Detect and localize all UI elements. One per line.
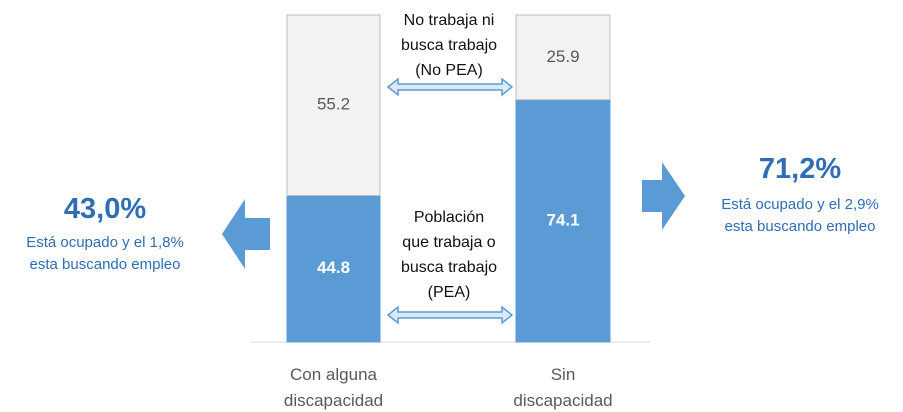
bar-segment [286, 14, 381, 197]
double-arrow [386, 305, 514, 325]
block-arrow-right [642, 162, 685, 230]
bar-segment [515, 99, 611, 343]
annotation-text: Está ocupado y el 1,8% esta buscando emp… [26, 234, 184, 273]
annotation-no-pea: No trabaja ni busca trabajo (No PEA) [400, 12, 498, 79]
data-label: 25.9 [546, 47, 579, 66]
bar-segment [515, 14, 611, 101]
double-arrow [386, 77, 514, 97]
annotation-text: Está ocupado y el 2,9% esta buscando emp… [721, 196, 879, 235]
annotation-value: 43,0% [63, 193, 147, 225]
data-label: 55.2 [317, 95, 350, 114]
annotation-pea: Población que trabaja o busca trabajo (P… [400, 209, 498, 301]
x-tick-label: Sin discapacidad [513, 365, 613, 410]
bar-segment [286, 195, 381, 343]
annotation-value: 71,2% [758, 153, 842, 185]
data-label: 74.1 [546, 210, 579, 229]
x-tick-label: Con alguna discapacidad [283, 365, 384, 410]
block-arrow-left [222, 199, 270, 269]
data-label: 44.8 [317, 258, 350, 277]
